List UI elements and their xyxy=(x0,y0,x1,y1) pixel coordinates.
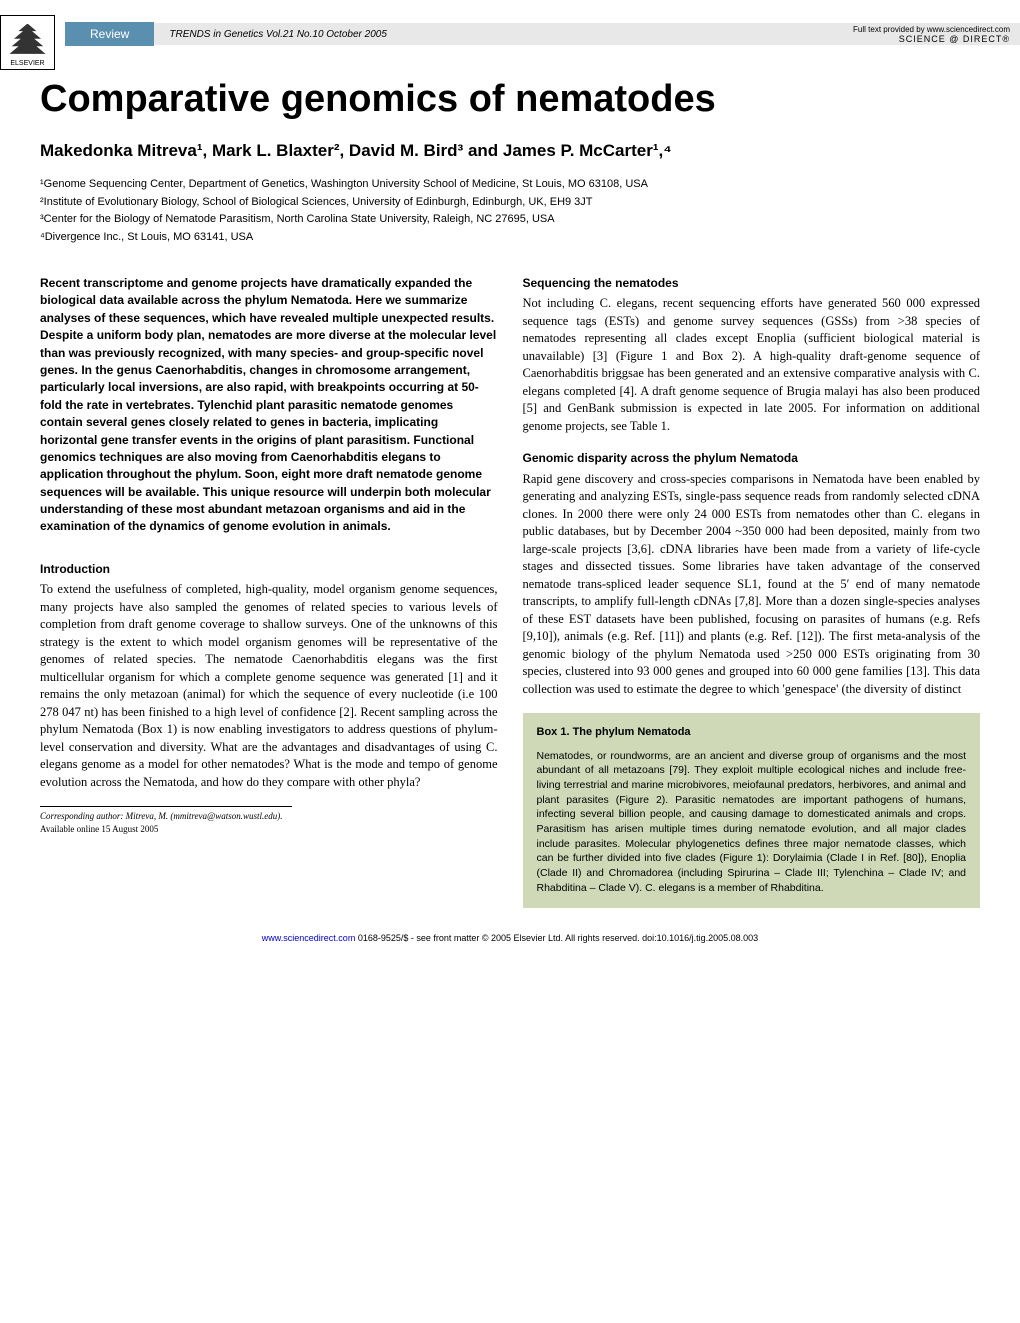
footnote-block: Corresponding author: Mitreva, M. (mmitr… xyxy=(40,806,292,836)
content-columns: Recent transcriptome and genome projects… xyxy=(40,275,980,908)
footer-copyright: 0168-9525/$ - see front matter © 2005 El… xyxy=(355,933,758,943)
fulltext-note: Full text provided by www.sciencedirect.… xyxy=(853,25,1010,34)
left-column: Recent transcriptome and genome projects… xyxy=(40,275,498,908)
introduction-heading: Introduction xyxy=(40,561,498,578)
authors-line: Makedonka Mitreva¹, Mark L. Blaxter², Da… xyxy=(40,141,980,161)
disparity-heading: Genomic disparity across the phylum Nema… xyxy=(523,450,981,467)
footer-url[interactable]: www.sciencedirect.com xyxy=(262,933,356,943)
page-footer: www.sciencedirect.com 0168-9525/$ - see … xyxy=(0,933,1020,958)
affiliation-1: ¹Genome Sequencing Center, Department of… xyxy=(40,176,980,193)
article-title: Comparative genomics of nematodes xyxy=(40,78,980,121)
journal-right-info: Full text provided by www.sciencedirect.… xyxy=(853,25,1010,44)
elsevier-logo: ELSEVIER xyxy=(0,15,55,70)
corresponding-author: Corresponding author: Mitreva, M. (mmitr… xyxy=(40,810,292,823)
right-column: Sequencing the nematodes Not including C… xyxy=(523,275,981,908)
box-1-title: Box 1. The phylum Nematoda xyxy=(537,725,967,740)
affiliation-4: ⁴Divergence Inc., St Louis, MO 63141, US… xyxy=(40,229,980,246)
disparity-body: Rapid gene discovery and cross-species c… xyxy=(523,471,981,699)
journal-bar: TRENDS in Genetics Vol.21 No.10 October … xyxy=(154,23,1020,45)
journal-info: TRENDS in Genetics Vol.21 No.10 October … xyxy=(169,29,387,40)
science-direct-label: SCIENCE @ DIRECT® xyxy=(853,34,1010,44)
box-1: Box 1. The phylum Nematoda Nematodes, or… xyxy=(523,713,981,907)
tree-icon xyxy=(5,24,50,62)
affiliation-2: ²Institute of Evolutionary Biology, Scho… xyxy=(40,194,980,211)
introduction-body: To extend the usefulness of completed, h… xyxy=(40,581,498,791)
sequencing-heading: Sequencing the nematodes xyxy=(523,275,981,292)
logo-text: ELSEVIER xyxy=(10,60,44,67)
affiliation-3: ³Center for the Biology of Nematode Para… xyxy=(40,211,980,228)
review-tab: Review xyxy=(65,22,154,46)
available-online: Available online 15 August 2005 xyxy=(40,823,292,836)
abstract-text: Recent transcriptome and genome projects… xyxy=(40,275,498,536)
affiliations-block: ¹Genome Sequencing Center, Department of… xyxy=(40,176,980,245)
sequencing-body: Not including C. elegans, recent sequenc… xyxy=(523,295,981,435)
header-bar: ELSEVIER Review TRENDS in Genetics Vol.2… xyxy=(0,20,1020,48)
box-1-body: Nematodes, or roundworms, are an ancient… xyxy=(537,749,967,896)
